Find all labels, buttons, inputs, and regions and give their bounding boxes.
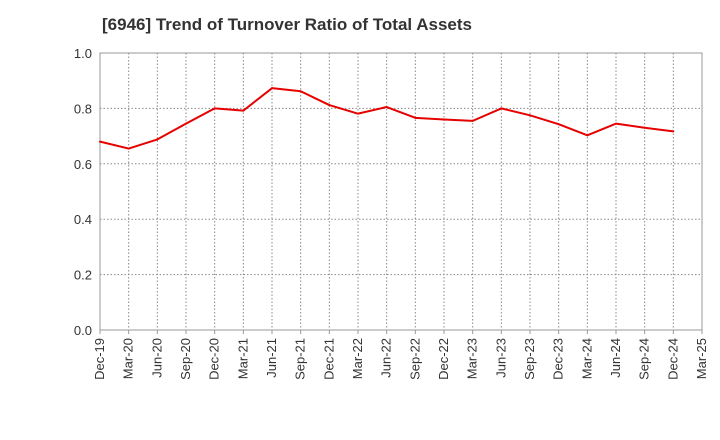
data-point <box>213 107 216 110</box>
x-tick-label: Jun-21 <box>264 338 279 378</box>
x-tick-label: Mar-22 <box>350 338 365 379</box>
y-tick-label: 0.6 <box>74 157 92 172</box>
data-point <box>357 112 359 115</box>
data-point <box>672 130 675 133</box>
x-tick-label: Dec-19 <box>92 338 107 380</box>
data-point <box>271 87 273 90</box>
data-point <box>586 134 589 137</box>
x-tick-label: Mar-20 <box>121 338 136 379</box>
data-point <box>242 109 245 112</box>
x-tick-label: Sep-21 <box>293 338 308 380</box>
x-tick-label: Mar-25 <box>694 338 709 379</box>
chart-title: [6946] Trend of Turnover Ratio of Total … <box>102 15 472 34</box>
data-point <box>643 126 646 129</box>
x-tick-label: Mar-23 <box>465 338 480 379</box>
data-point <box>156 138 159 141</box>
data-point <box>557 123 560 126</box>
x-tick-label: Jun-23 <box>493 338 508 378</box>
x-tick-label: Jun-24 <box>608 338 623 378</box>
x-tick-label: Dec-20 <box>207 338 222 380</box>
data-point <box>328 104 331 107</box>
x-tick-label: Sep-23 <box>522 338 537 380</box>
x-tick-label: Dec-23 <box>551 338 566 380</box>
data-point <box>529 114 531 117</box>
data-point <box>414 116 417 119</box>
data-point <box>443 118 445 121</box>
x-tick-label: Sep-22 <box>407 338 422 380</box>
data-point <box>615 122 617 125</box>
x-tick-label: Mar-21 <box>235 338 250 379</box>
data-point <box>299 90 302 93</box>
data-point <box>99 140 101 143</box>
y-tick-label: 0.0 <box>74 323 92 338</box>
x-tick-label: Jun-22 <box>379 338 394 378</box>
x-tick-label: Dec-21 <box>321 338 336 380</box>
x-tick-label: Dec-24 <box>665 338 680 380</box>
y-tick-label: 1.0 <box>74 46 92 61</box>
x-tick-label: Mar-24 <box>579 338 594 379</box>
x-tick-label: Jun-20 <box>149 338 164 378</box>
plot-border <box>99 52 703 331</box>
y-tick-label: 0.2 <box>74 268 92 283</box>
x-tick-label: Dec-22 <box>436 338 451 380</box>
y-tick-label: 0.4 <box>74 212 92 227</box>
y-tick-label: 0.8 <box>74 101 92 116</box>
data-point <box>185 122 187 125</box>
data-point <box>385 106 388 109</box>
x-tick-label: Sep-20 <box>178 338 193 380</box>
data-point <box>500 107 503 110</box>
data-point <box>127 147 130 150</box>
data-point <box>471 119 474 122</box>
series-line <box>99 87 674 150</box>
x-tick-label: Sep-24 <box>637 338 652 380</box>
